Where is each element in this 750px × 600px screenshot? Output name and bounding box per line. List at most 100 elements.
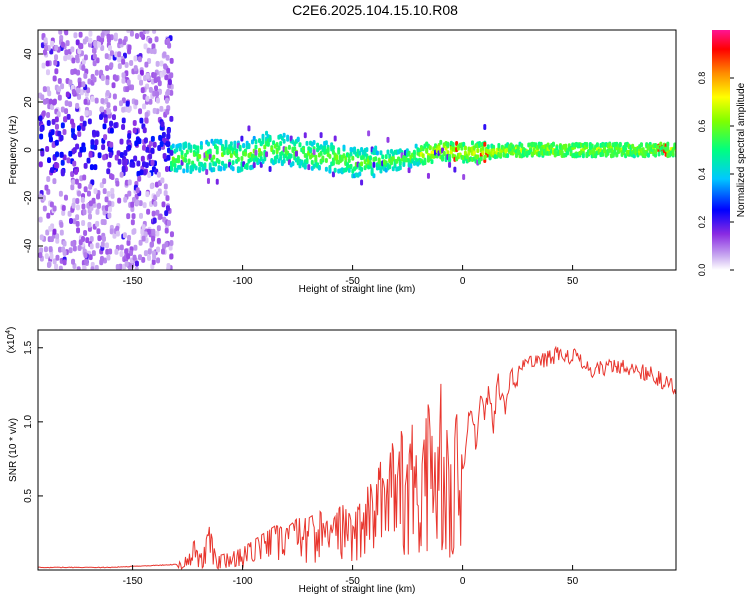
spectrogram-cell	[145, 146, 150, 153]
spectrogram-cell	[119, 244, 124, 251]
spectrogram-cell	[247, 144, 251, 150]
spectrogram-cell	[87, 213, 92, 220]
spectrogram-cell	[54, 116, 59, 123]
spectrogram-cell	[126, 253, 131, 260]
spectrogram-cell	[268, 165, 272, 172]
spectrogram-cell	[310, 159, 314, 165]
spectrogram-cell	[384, 154, 388, 160]
spectrogram-cell	[49, 236, 54, 243]
spectrogram-panel: -150 -100 -50 0 50 40 20 0 -20 -40 Height of str…	[8, 29, 677, 295]
spectrogram-cell	[481, 145, 485, 151]
spectrogram-cell	[72, 218, 77, 225]
spectrogram-cell	[135, 187, 140, 194]
spectrogram-cell	[64, 30, 69, 36]
spectrogram-cell	[161, 248, 166, 255]
spectrogram-cell	[184, 157, 188, 163]
spectrogram-cell	[152, 107, 157, 114]
spectrogram-cell	[331, 160, 335, 166]
spectrogram-cell	[134, 260, 139, 267]
spectrogram-cell	[71, 258, 76, 265]
spectrogram-cell	[147, 172, 152, 179]
spectrogram-cell	[358, 150, 362, 156]
spectrogram-cell	[92, 60, 97, 67]
colorbar-tick-label: 0.2	[697, 216, 707, 229]
spectrogram-cell	[106, 33, 111, 40]
spectrogram-cell	[178, 142, 182, 148]
spectrogram-cell	[82, 38, 87, 45]
spectrogram-cell	[238, 144, 242, 150]
spectrogram-cell	[105, 79, 110, 86]
spectrogram-cell	[177, 154, 181, 160]
spectrogram-cell	[169, 115, 174, 122]
spectrogram-cell	[144, 111, 149, 118]
spectrogram-cell	[59, 151, 64, 158]
spectrogram-cell	[50, 104, 55, 111]
spectrogram-cell	[102, 257, 107, 264]
spectrogram-cell	[222, 150, 226, 156]
spectrogram-cell	[235, 152, 239, 158]
spectrogram-cell	[107, 45, 112, 52]
spectrogram-cell	[165, 165, 170, 172]
spectrogram-cell	[126, 79, 131, 86]
spectrogram-cell	[233, 143, 237, 149]
spectrogram-cell	[41, 195, 46, 202]
spectrogram-cell	[127, 133, 132, 140]
spectrogram-cell	[107, 206, 112, 213]
spectrogram-cell	[45, 60, 50, 67]
spectrogram-cell	[90, 143, 95, 150]
spectrogram-cell	[481, 150, 485, 156]
spectrogram-cell	[138, 108, 143, 115]
spectrogram-cell	[156, 246, 161, 253]
spectrogram-cell	[42, 86, 47, 93]
x-tick-label: -100	[233, 576, 253, 587]
spectrogram-cell	[398, 165, 402, 171]
spectrogram-cell	[139, 117, 144, 124]
spectrogram-cell	[89, 164, 94, 171]
spectrogram-cell	[164, 97, 169, 104]
spectrogram-cell	[149, 241, 154, 248]
spectrogram-cell	[305, 140, 309, 146]
spectrogram-cell	[121, 58, 126, 65]
spectrogram-cell	[104, 97, 109, 104]
spectrogram-cell	[58, 30, 63, 35]
spectrogram-cell	[104, 196, 109, 203]
spectrogram-cell	[646, 152, 650, 158]
spectrogram-cell	[91, 47, 96, 54]
spectrogram-cell	[83, 252, 88, 259]
spectrogram-cell	[42, 98, 47, 105]
spectrogram-cell	[110, 192, 115, 199]
spectrogram-cell	[268, 136, 272, 142]
spectrogram-cell	[64, 100, 69, 107]
spectrogram-cell	[103, 134, 108, 141]
spectrogram-cell	[289, 153, 293, 159]
spectrogram-cell	[39, 247, 44, 254]
spectrogram-cell	[109, 50, 114, 57]
spectrogram-cell	[448, 156, 452, 162]
spectrogram-cell	[414, 143, 418, 149]
spectrogram-cell	[133, 55, 138, 62]
spectrogram-cell	[121, 165, 126, 172]
snr-multiplier-label: (x104)	[5, 327, 17, 354]
spectrogram-cell	[585, 142, 589, 148]
spectrogram-cell	[259, 151, 263, 157]
spectrogram-cell	[79, 89, 84, 96]
spectrogram-cell	[77, 48, 82, 55]
spectrogram-cell	[189, 144, 193, 150]
spectrogram-cell	[88, 183, 93, 190]
spectrogram-cell	[90, 139, 95, 146]
spectrogram-cell	[75, 102, 80, 109]
spectrogram-cell	[126, 30, 131, 34]
spectrogram-cell	[208, 148, 212, 154]
colorbar-label: Normalized spectral amplitude	[736, 82, 747, 217]
spectrogram-cell	[127, 190, 132, 197]
spectrogram-cell	[166, 37, 171, 44]
spectrogram-cell	[39, 234, 44, 241]
spectrogram-cell	[101, 235, 106, 242]
spectrogram-cell	[368, 155, 372, 161]
spectrogram-cell	[134, 33, 139, 40]
spectrogram-cell	[95, 208, 100, 215]
spectrogram-cell	[159, 60, 164, 67]
spectrogram-cell	[151, 258, 156, 265]
spectrogram-cell	[142, 103, 147, 110]
